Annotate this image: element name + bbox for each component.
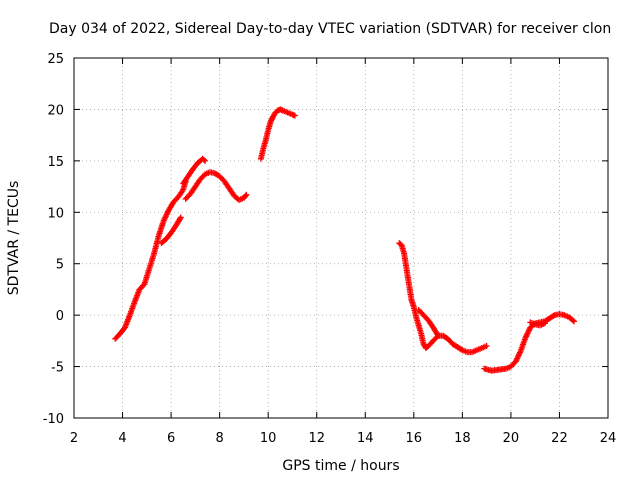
data-point [483,343,490,349]
y-axis-label: SDTVAR / TECUs [6,181,22,296]
data-point [242,192,249,199]
x-tick-label: 24 [600,431,617,446]
x-tick-label: 2 [70,431,78,446]
series-seg1 [112,178,189,342]
data-point [550,312,557,319]
x-tick-label: 12 [308,431,325,446]
x-tick-label: 14 [357,431,374,446]
x-tick-label: 4 [118,431,126,446]
chart-title: Day 034 of 2022, Sidereal Day-to-day VTE… [49,21,611,37]
y-tick-label: 0 [56,309,64,324]
x-tick-label: 20 [503,431,520,446]
series-seg5 [257,106,298,162]
data-point [569,317,576,324]
x-tick-label: 10 [260,431,277,446]
y-tick-label: 10 [47,206,64,221]
data-point [571,318,578,325]
data-point [291,112,298,119]
series-seg2 [158,214,184,247]
data-point [200,156,207,163]
y-tick-label: -10 [43,412,64,427]
x-tick-label: 8 [215,431,223,446]
y-tick-label: 20 [47,103,64,118]
y-tick-label: 25 [47,52,64,67]
y-tick-label: 15 [47,155,64,170]
series-seg6 [396,240,490,356]
data-point [177,214,184,221]
y-tick-label: -5 [51,361,64,376]
x-tick-label: 22 [551,431,568,446]
x-tick-label: 18 [454,431,471,446]
grid-lines [74,58,608,418]
data-point [541,320,548,327]
series-seg8 [481,311,578,374]
x-axis-label: GPS time / hours [282,458,399,474]
series-seg3 [180,155,209,187]
series-seg4 [182,169,250,203]
data-points [112,106,578,374]
y-axis-ticks: -10 -5 0 5 10 15 20 25 [43,52,608,427]
x-tick-label: 6 [167,431,175,446]
data-point [202,157,209,164]
series-seg7 [415,307,442,339]
x-axis-ticks: 2 4 6 8 10 12 14 16 18 20 22 24 [70,58,616,446]
x-tick-label: 16 [406,431,423,446]
plot-frame [73,57,609,419]
series-seg9 [527,319,548,329]
y-tick-label: 5 [56,258,64,273]
data-point [243,191,250,198]
data-point [435,332,442,339]
